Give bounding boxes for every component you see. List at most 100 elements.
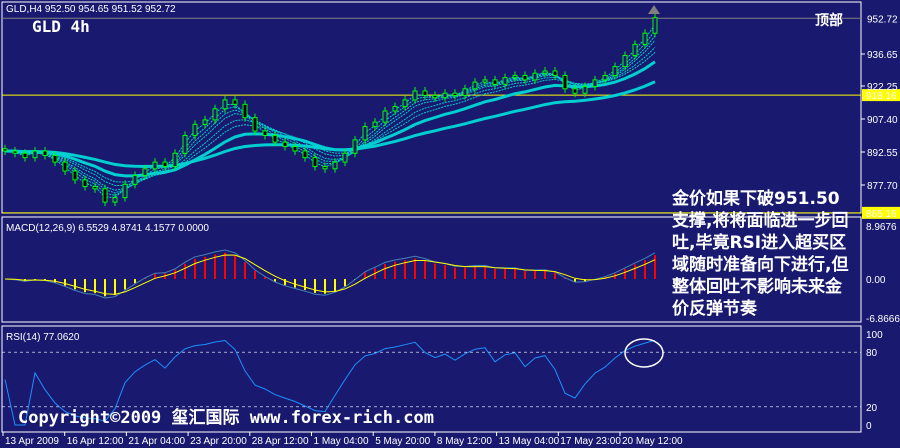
moving-average-line xyxy=(4,30,656,196)
candle-body xyxy=(2,148,8,152)
moving-average-line xyxy=(4,46,656,187)
candle-body xyxy=(152,161,158,170)
candle-body xyxy=(62,161,68,172)
candle-body xyxy=(412,90,418,101)
price-axis-label: 922.25 xyxy=(867,82,898,93)
candle-body xyxy=(202,119,208,125)
candle-body xyxy=(312,157,318,168)
candle-body xyxy=(112,197,118,203)
candle-body xyxy=(122,183,128,199)
candle-body xyxy=(612,66,618,76)
overbought-highlight-ellipse xyxy=(624,338,664,368)
moving-average-thick-line xyxy=(4,60,656,178)
candle-body xyxy=(512,74,518,79)
rsi-axis-label: 0 xyxy=(866,421,872,432)
macd-axis-label: 8.9676 xyxy=(866,222,897,233)
candle-body xyxy=(552,70,558,76)
candle-body xyxy=(582,86,588,94)
level-price-tag xyxy=(862,206,900,219)
candle-body xyxy=(572,88,578,94)
candle-body xyxy=(642,32,648,45)
time-axis-label: 1 May 04:00 xyxy=(314,436,369,447)
price-axis-label: 952.72 xyxy=(867,14,898,25)
candle-body xyxy=(432,94,438,99)
time-axis-label: 13 May 04:00 xyxy=(499,436,560,447)
price-axis-label: 892.55 xyxy=(867,148,898,159)
candle-body xyxy=(502,77,508,85)
candle-body xyxy=(52,154,58,163)
candle-body xyxy=(522,74,528,81)
candle-body xyxy=(12,150,18,154)
macd-signal-line xyxy=(4,254,656,295)
candle-body xyxy=(82,179,88,188)
candle-body xyxy=(292,146,298,152)
candle-body xyxy=(622,54,628,68)
candle-body xyxy=(102,188,108,203)
candle-body xyxy=(262,130,268,136)
rsi-axis-label: 80 xyxy=(866,348,878,359)
candle-body xyxy=(332,161,338,170)
macd-axis-label: -6.8666 xyxy=(866,314,900,325)
candle-body xyxy=(92,186,98,190)
candle-body xyxy=(282,141,288,148)
candle-body xyxy=(32,150,38,159)
candle-body xyxy=(592,79,598,88)
time-axis-label: 13 Apr 2009 xyxy=(5,436,59,447)
candle-body xyxy=(352,139,358,154)
rsi-label: RSI(14) 77.0620 xyxy=(6,332,80,343)
candle-body xyxy=(562,74,568,90)
candle-body xyxy=(302,150,308,159)
candle-body xyxy=(542,70,548,74)
candle-body xyxy=(462,88,468,96)
top-label: 顶部 xyxy=(815,13,843,29)
candle-body xyxy=(212,108,218,121)
chart-title: GLD 4h xyxy=(32,17,90,36)
rsi-line xyxy=(4,339,656,426)
price-axis-label: 907.40 xyxy=(867,115,898,126)
level-price-label: 918.16 xyxy=(866,91,897,102)
time-axis-label: 20 May 12:00 xyxy=(622,436,683,447)
shift-marker-icon xyxy=(648,5,660,14)
time-axis-label: 16 Apr 12:00 xyxy=(67,436,124,447)
candle-body xyxy=(422,90,428,96)
time-axis-label: 23 Apr 20:00 xyxy=(190,436,247,447)
price-axis-label: 936.65 xyxy=(867,50,898,61)
candle-body xyxy=(602,74,608,81)
candle-body xyxy=(72,170,78,181)
moving-average-line xyxy=(4,52,656,183)
candle-body xyxy=(342,152,348,163)
candle-body xyxy=(272,134,278,143)
candle-body xyxy=(142,168,148,176)
time-axis-label: 21 Apr 04:00 xyxy=(128,436,185,447)
candle-body xyxy=(402,99,408,108)
macd-axis-label: 0.00 xyxy=(866,275,886,286)
candle-body xyxy=(222,99,228,110)
moving-average-line xyxy=(4,39,656,191)
time-axis-label: 28 Apr 12:00 xyxy=(252,436,309,447)
candle-body xyxy=(372,121,378,128)
candle-body xyxy=(232,99,238,105)
candle-body xyxy=(482,79,488,83)
candle-body xyxy=(42,150,48,156)
candle-body xyxy=(132,174,138,185)
candle-body xyxy=(452,92,458,96)
time-axis-label: 5 May 20:00 xyxy=(375,436,430,447)
candle-body xyxy=(472,81,478,90)
candle-body xyxy=(172,152,178,168)
candle-body xyxy=(322,166,328,170)
candle-body xyxy=(192,123,198,136)
candle-body xyxy=(162,161,168,168)
candle-body xyxy=(242,103,248,119)
macd-pane-border xyxy=(1,216,862,323)
rsi-axis-label: 20 xyxy=(866,403,878,414)
candle-body xyxy=(22,152,28,159)
analysis-note: 金价如果下破951.50支撑,将将面临进一步回吐,毕竟RSI进入超买区域随时准备… xyxy=(672,189,849,319)
candle-body xyxy=(362,126,368,141)
candle-body xyxy=(492,79,498,85)
level-price-tag xyxy=(862,89,900,102)
candle-body xyxy=(632,43,638,56)
rsi-axis-label: 100 xyxy=(866,330,883,341)
moving-average-thick-line xyxy=(4,80,656,169)
candle-body xyxy=(252,117,258,132)
